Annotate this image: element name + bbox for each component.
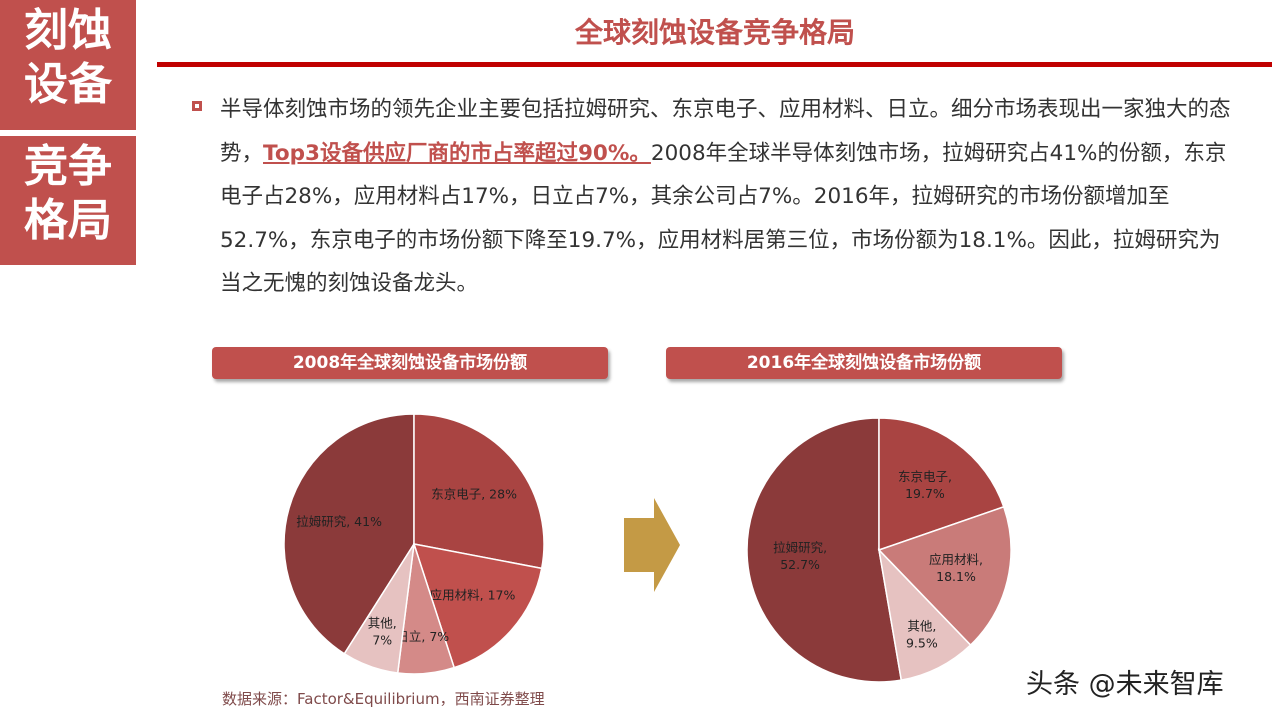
watermark-text: 头条 @未来智库 xyxy=(1026,669,1224,700)
pie-slice-label: 其他, 9.5% xyxy=(906,618,938,650)
sidebar-section-bottom: 竞争 格局 xyxy=(0,136,136,265)
paragraph-highlight: Top3设备供应厂商的市占率超过90%。 xyxy=(263,140,651,166)
pie-slice-label: 东京电子, 28% xyxy=(431,486,517,501)
sidebar-top-line-1: 刻蚀 xyxy=(24,5,112,56)
sidebar-top-line-2: 设备 xyxy=(24,59,112,110)
pie-chart-2008: 拉姆研究, 41% 东京电子, 28% 应用材料, 17% 日立, 7%其他, 7% xyxy=(283,413,545,675)
pie-slice xyxy=(877,505,1012,647)
pie-slice xyxy=(412,543,543,669)
data-source-note: 数据来源：Factor&Equilibrium，西南证券整理 xyxy=(222,690,545,708)
pie-slice-label: 拉姆研究, 52.7% xyxy=(773,540,827,572)
pie-slice-label: 东京电子, 19.7% xyxy=(898,469,952,501)
pie-slice xyxy=(343,543,415,674)
arrow-right-icon xyxy=(624,498,680,592)
paragraph-text-after: 2008年全球半导体刻蚀市场，拉姆研究占41%的份额，东京电子占28%，应用材料… xyxy=(220,140,1227,297)
sidebar-section-top: 刻蚀 设备 xyxy=(0,0,136,130)
pie-slice xyxy=(746,417,903,683)
sidebar-bottom-line-1: 竞争 xyxy=(24,141,112,192)
chart-title-2008: 2008年全球刻蚀设备市场份额 xyxy=(212,347,608,379)
chart-title-2016: 2016年全球刻蚀设备市场份额 xyxy=(666,347,1062,379)
pie-slice xyxy=(877,547,972,681)
paragraph-text-before: 半导体刻蚀市场的领先企业主要包括拉姆研究、东京电子、应用材料、日立。细分市场表现… xyxy=(220,97,1231,166)
title-divider xyxy=(157,62,1272,67)
pie-slice xyxy=(413,413,545,570)
pie-slice-label: 拉姆研究, 41% xyxy=(296,514,382,529)
pie-slice-label: 应用材料, 17% xyxy=(430,588,516,603)
bullet-square-icon xyxy=(192,101,202,111)
pie-slice-label: 其他, 7% xyxy=(368,616,397,648)
page-title: 全球刻蚀设备竞争格局 xyxy=(574,16,855,49)
pie-slice-label: 应用材料, 18.1% xyxy=(929,552,983,584)
pie-slice-label: 日立, 7% xyxy=(396,629,449,644)
pie-chart-2016: 拉姆研究, 52.7% 东京电子, 19.7% 应用材料, 18.1% 其他, 9.5% xyxy=(746,417,1012,683)
body-paragraph: 半导体刻蚀市场的领先企业主要包括拉姆研究、东京电子、应用材料、日立。细分市场表现… xyxy=(220,88,1240,306)
sidebar-bottom-line-2: 格局 xyxy=(24,195,112,246)
